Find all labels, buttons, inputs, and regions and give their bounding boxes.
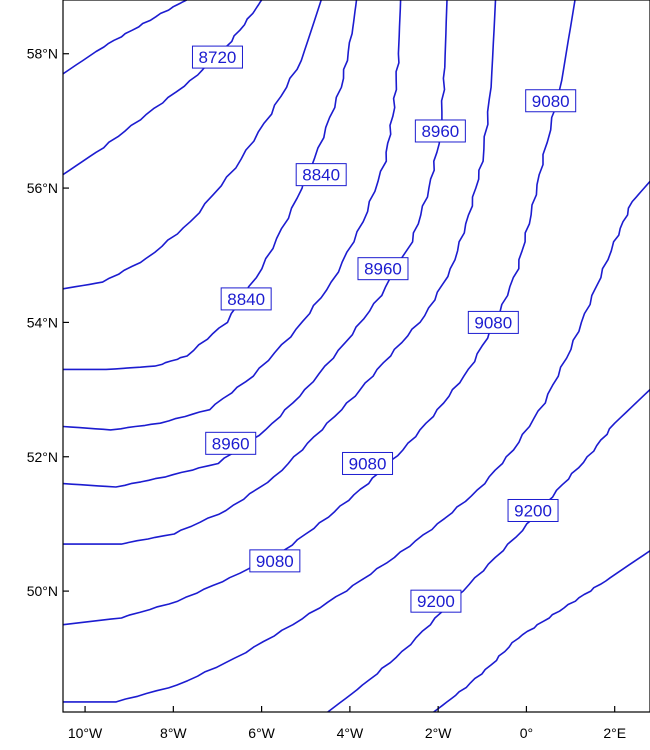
x-tick-label: 4°W <box>337 725 364 741</box>
contour-label: 8720 <box>191 45 243 69</box>
contour-label: 8960 <box>205 431 257 455</box>
x-tick-label: 8°W <box>160 725 187 741</box>
contour-label-text: 8960 <box>364 260 402 279</box>
contour-label-text: 9080 <box>474 313 512 332</box>
y-tick-label: 50°N <box>27 583 58 599</box>
y-tick-label: 54°N <box>27 314 58 330</box>
contour-line-9200 <box>327 389 650 712</box>
contour-line-8800 <box>63 0 322 290</box>
x-tick-label: 2°W <box>425 725 452 741</box>
contour-line-9080 <box>63 0 576 626</box>
y-tick-label: 52°N <box>27 449 58 465</box>
contour-label: 8840 <box>295 163 347 187</box>
contour-line-9240 <box>433 550 650 712</box>
contour-label: 8960 <box>414 119 466 143</box>
x-tick-label: 2°E <box>603 725 626 741</box>
contour-label-text: 9080 <box>256 552 294 571</box>
contour-line-8840 <box>63 0 358 371</box>
contour-label: 8840 <box>220 287 272 311</box>
contour-label-text: 8840 <box>302 166 340 185</box>
x-axis: 10°W 8°W 6°W 4°W 2°W 0° 2°E <box>68 706 626 741</box>
x-tick-label: 0° <box>520 725 533 741</box>
contour-lines <box>63 0 650 712</box>
contour-label-text: 9080 <box>532 92 570 111</box>
contour-line-9000 <box>63 0 497 545</box>
contour-label-text: 9200 <box>514 501 552 520</box>
contour-label: 9080 <box>342 451 394 475</box>
contour-label: 9080 <box>249 549 301 573</box>
x-tick-label: 10°W <box>68 725 103 741</box>
contour-label: 8960 <box>357 257 409 281</box>
contour-labels: 8720 8840 8960 9080 8840 8960 9080 8960 9080 9200… <box>191 45 577 613</box>
contour-label: 9080 <box>525 89 577 113</box>
contour-label-text: 9080 <box>349 454 387 473</box>
contour-label: 9200 <box>507 498 559 522</box>
contour-label-text: 8960 <box>421 122 459 141</box>
contour-label-text: 8720 <box>199 48 237 67</box>
y-tick-label: 58°N <box>27 46 58 62</box>
contour-line-8760 <box>63 0 263 176</box>
contour-label: 9080 <box>467 310 519 334</box>
contour-line-8880 <box>63 0 402 431</box>
map-frame <box>62 0 650 713</box>
y-tick-label: 56°N <box>27 180 58 196</box>
y-axis: 50°N 52°N 54°N 56°N 58°N <box>27 46 69 599</box>
contour-line-9120 <box>63 180 650 703</box>
contour-line-8700 <box>63 0 187 75</box>
contour-label-text: 8960 <box>212 434 250 453</box>
x-tick-label: 6°W <box>248 725 275 741</box>
contour-label-text: 9200 <box>417 592 455 611</box>
contour-label-text: 8840 <box>227 290 265 309</box>
contour-label: 9200 <box>410 589 462 613</box>
